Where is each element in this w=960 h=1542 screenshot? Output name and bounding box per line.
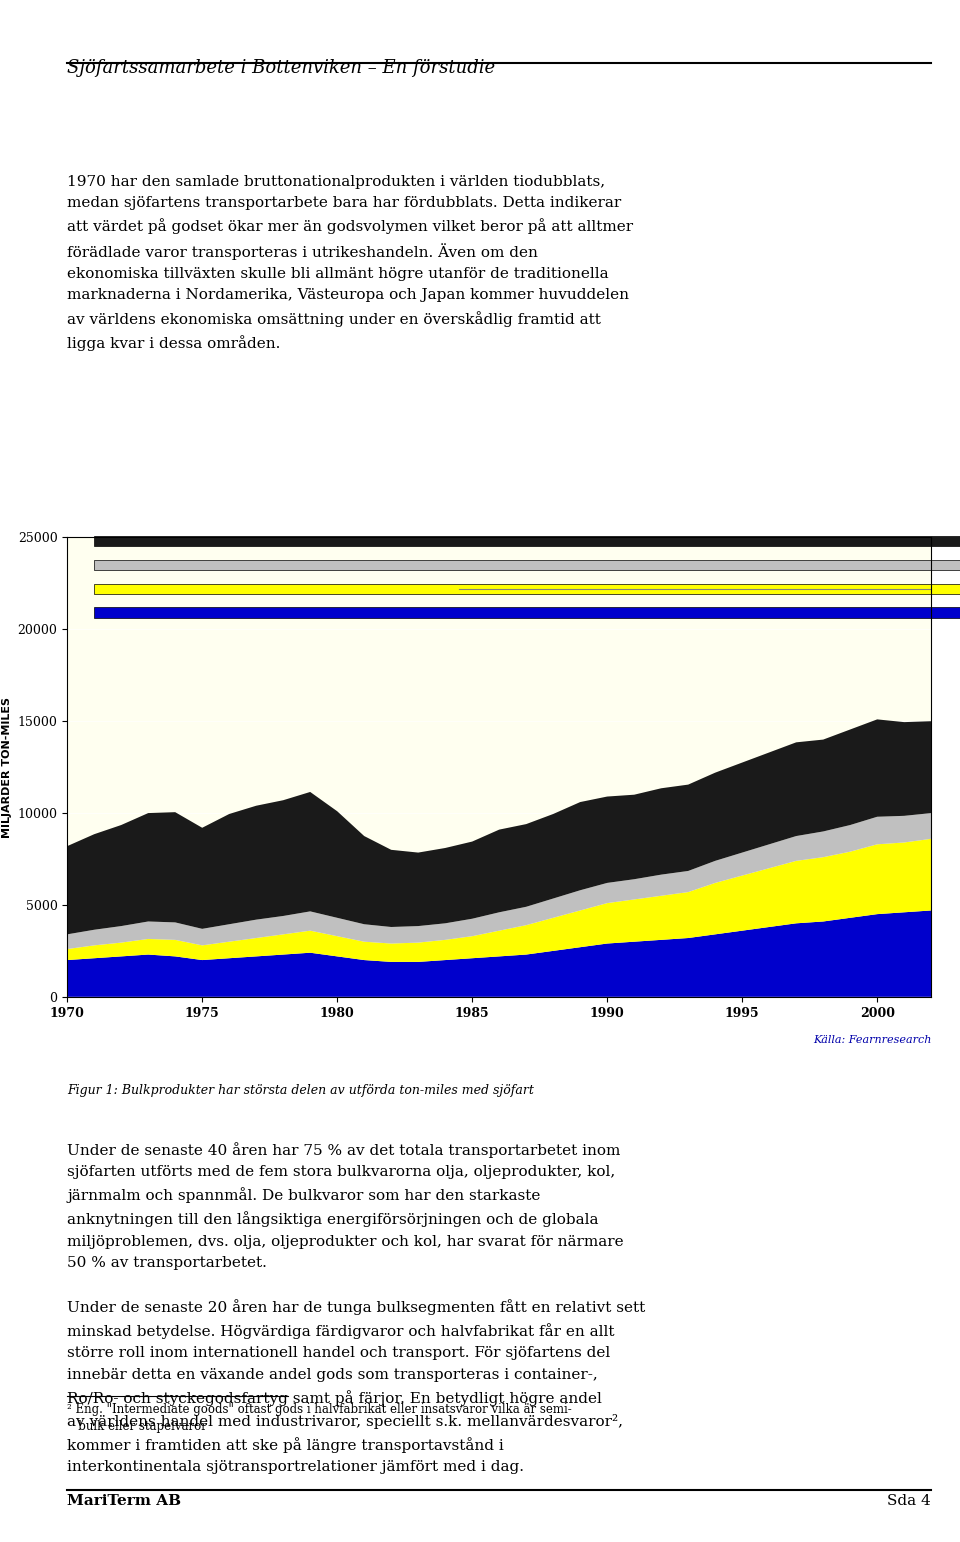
Text: Sjöfartssamarbete i Bottenviken – En förstudie: Sjöfartssamarbete i Bottenviken – En för… — [67, 59, 495, 77]
Text: Sda 4: Sda 4 — [887, 1494, 931, 1508]
Bar — [94, 535, 960, 546]
Text: Figur 1: Bulkprodukter har största delen av utförda ton-miles med sjöfart: Figur 1: Bulkprodukter har största delen… — [67, 1084, 534, 1096]
Y-axis label: MILJARDER TON-MILES: MILJARDER TON-MILES — [2, 697, 12, 837]
Text: ² Eng. "Intermediate goods" oftast gods i halvfabrikat eller insatsvaror vilka ä: ² Eng. "Intermediate goods" oftast gods … — [67, 1403, 572, 1433]
Text: 1970 har den samlade bruttonationalprodukten i världen tiodubblats,
medan sjöfar: 1970 har den samlade bruttonationalprodu… — [67, 174, 634, 352]
Text: MariTerm AB: MariTerm AB — [67, 1494, 181, 1508]
Bar — [94, 560, 960, 571]
Bar — [94, 608, 960, 618]
Bar — [94, 583, 960, 594]
Text: Källa: Fearnresearch: Källa: Fearnresearch — [813, 1036, 931, 1045]
Text: Under de senaste 40 åren har 75 % av det totala transportarbetet inom
sjöfarten : Under de senaste 40 åren har 75 % av det… — [67, 1143, 645, 1474]
